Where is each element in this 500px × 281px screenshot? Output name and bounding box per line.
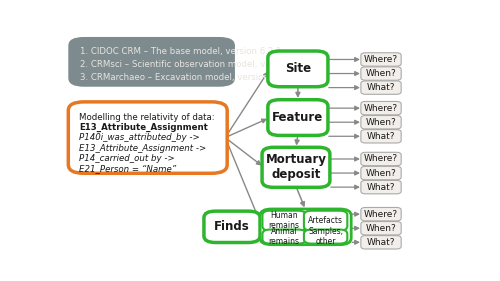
FancyBboxPatch shape xyxy=(361,81,401,94)
Text: E21_Person = “Name”: E21_Person = “Name” xyxy=(79,165,176,174)
Text: Finds: Finds xyxy=(214,220,250,233)
FancyBboxPatch shape xyxy=(304,230,348,244)
Text: Artefacts: Artefacts xyxy=(308,216,343,225)
Text: Feature: Feature xyxy=(272,111,324,124)
FancyBboxPatch shape xyxy=(361,115,401,129)
FancyBboxPatch shape xyxy=(361,53,401,66)
FancyBboxPatch shape xyxy=(68,102,227,173)
FancyBboxPatch shape xyxy=(361,152,401,166)
Text: Where?: Where? xyxy=(364,55,398,64)
FancyBboxPatch shape xyxy=(204,211,260,243)
Text: What?: What? xyxy=(367,183,396,192)
Text: Mortuary
deposit: Mortuary deposit xyxy=(266,153,326,181)
FancyBboxPatch shape xyxy=(262,211,306,231)
FancyBboxPatch shape xyxy=(361,101,401,115)
Text: Where?: Where? xyxy=(364,155,398,164)
Text: P140i_was_attributed_by ->: P140i_was_attributed_by -> xyxy=(79,133,200,142)
FancyBboxPatch shape xyxy=(361,180,401,194)
Text: P14_carried_out by ->: P14_carried_out by -> xyxy=(79,154,174,163)
Text: Where?: Where? xyxy=(364,210,398,219)
FancyBboxPatch shape xyxy=(268,100,328,135)
Text: What?: What? xyxy=(367,132,396,141)
Text: What?: What? xyxy=(367,238,396,247)
Text: Animal
remains: Animal remains xyxy=(268,227,300,246)
FancyBboxPatch shape xyxy=(361,221,401,235)
FancyBboxPatch shape xyxy=(361,67,401,80)
Text: E13_Attribute_Assignment ->: E13_Attribute_Assignment -> xyxy=(79,144,206,153)
Text: When?: When? xyxy=(366,69,396,78)
FancyBboxPatch shape xyxy=(361,130,401,143)
FancyBboxPatch shape xyxy=(268,51,328,87)
FancyBboxPatch shape xyxy=(361,166,401,180)
FancyBboxPatch shape xyxy=(260,209,351,245)
Text: When?: When? xyxy=(366,118,396,127)
FancyBboxPatch shape xyxy=(304,211,348,231)
FancyBboxPatch shape xyxy=(262,147,330,187)
Text: Samples,
other: Samples, other xyxy=(308,227,343,246)
Text: Human
remains: Human remains xyxy=(268,211,300,230)
Text: Site: Site xyxy=(285,62,311,75)
Text: When?: When? xyxy=(366,224,396,233)
FancyBboxPatch shape xyxy=(68,37,235,87)
Text: Modelling the relativity of data:: Modelling the relativity of data: xyxy=(79,113,214,122)
Text: What?: What? xyxy=(367,83,396,92)
Text: Where?: Where? xyxy=(364,104,398,113)
Text: E13_Attribute_Assignment: E13_Attribute_Assignment xyxy=(79,123,208,132)
Text: When?: When? xyxy=(366,169,396,178)
Text: 1. CIDOC CRM – The base model, version 6.2.1
2. CRMsci – Scientific observation : 1. CIDOC CRM – The base model, version 6… xyxy=(80,47,316,82)
FancyBboxPatch shape xyxy=(361,207,401,221)
FancyBboxPatch shape xyxy=(361,235,401,249)
FancyBboxPatch shape xyxy=(262,230,306,244)
